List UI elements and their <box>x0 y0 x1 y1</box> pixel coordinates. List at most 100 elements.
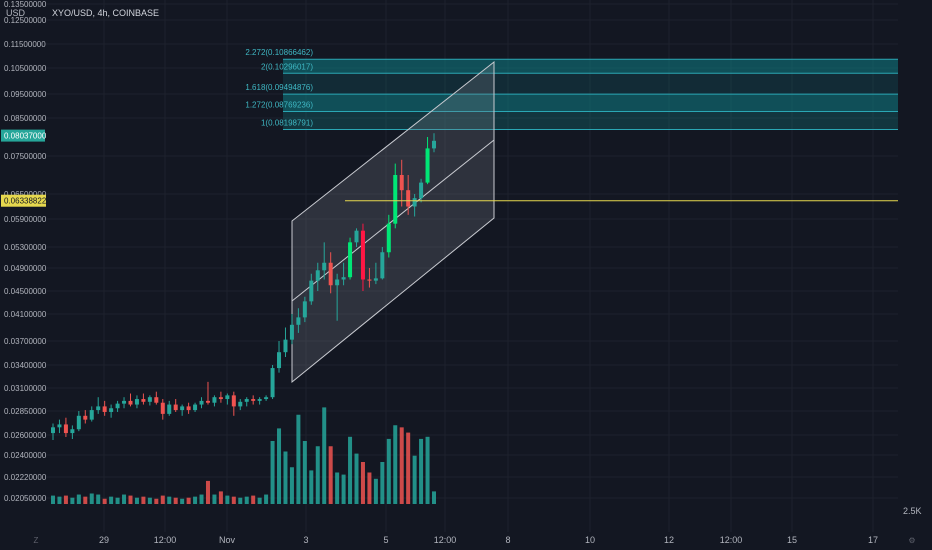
candle-body <box>328 262 333 286</box>
time-axis[interactable]: 29 12:00 Nov 3 5 12:00 8 10 12 12:00 15 17 Z ⚙ <box>34 535 916 545</box>
candle-body <box>257 399 262 401</box>
candle-body <box>341 277 346 280</box>
candle-body <box>264 397 269 400</box>
fib-level-label: 2.272(0.10866462) <box>245 48 313 57</box>
volume-bar <box>96 494 101 504</box>
candle-body <box>399 175 404 191</box>
candle-body <box>283 339 288 353</box>
volume-bar <box>147 497 152 504</box>
price-tick-label: 0.07500000 <box>4 152 47 161</box>
price-tick-label: 0.03100000 <box>4 384 47 393</box>
volume-bar <box>296 414 301 504</box>
fib-band <box>283 59 898 74</box>
volume-bar <box>289 467 294 504</box>
candle-body <box>380 252 385 279</box>
volume-bar <box>63 495 68 504</box>
volume-bar <box>354 453 359 504</box>
fib-level-label: 1.618(0.09494876) <box>245 83 313 92</box>
time-tick-label: 12:00 <box>434 535 457 545</box>
candle-body <box>115 403 120 409</box>
candle-body <box>63 424 68 434</box>
volume-bar <box>141 496 146 504</box>
candle-body <box>70 429 75 434</box>
price-tick-label: 0.09500000 <box>4 90 47 99</box>
candle-body <box>335 279 340 286</box>
hline-price-tag <box>1 194 46 207</box>
candle-body <box>302 301 307 318</box>
candle-body <box>289 324 294 340</box>
candle-body <box>406 190 411 207</box>
time-tick-label: 12:00 <box>720 535 743 545</box>
candle-body <box>205 400 210 403</box>
fib-extension[interactable]: 2.272(0.10866462) 2(0.10296017) 1.618(0.09… <box>245 48 898 130</box>
candle-body <box>225 395 230 400</box>
price-tick-label: 0.11500000 <box>4 40 46 49</box>
volume-bar <box>173 497 178 504</box>
volume-bar <box>406 432 411 504</box>
price-tick-label: 0.04500000 <box>4 287 47 296</box>
price-tick-label: 0.05300000 <box>4 243 47 252</box>
candle-body <box>50 427 56 434</box>
candle-body <box>134 399 139 405</box>
price-tick-label: 0.12500000 <box>4 16 47 25</box>
time-tick-label: Nov <box>219 535 236 545</box>
candle-body <box>315 270 320 281</box>
price-tick-label: 0.04900000 <box>4 264 47 273</box>
volume-bar <box>134 497 139 504</box>
volume-bar <box>122 494 127 504</box>
price-axis[interactable]: 0.13500000 0.12500000 0.11500000 0.10500000… <box>1 0 47 503</box>
volume-bar <box>76 494 81 504</box>
time-tick-label: 12:00 <box>154 535 177 545</box>
zoom-icon: Z <box>34 536 39 545</box>
candle-body <box>425 148 430 183</box>
volume-bar <box>264 494 269 504</box>
candle-body <box>218 397 223 400</box>
price-tick-label: 0.08500000 <box>4 114 47 123</box>
volume-bar <box>399 427 404 504</box>
volume-bar <box>50 495 56 504</box>
time-tick-label: 29 <box>99 535 109 545</box>
candle-body <box>193 404 198 411</box>
volume-bar <box>154 498 159 504</box>
price-tick-label: 0.02400000 <box>4 451 47 460</box>
chart-grid <box>46 0 898 532</box>
volume-bar <box>328 446 333 504</box>
candle-body <box>180 406 185 411</box>
volume-bar <box>419 438 424 504</box>
volume-bar <box>70 497 75 504</box>
candle-body <box>186 406 191 411</box>
candle-body <box>296 317 301 325</box>
volume-bar <box>386 438 391 504</box>
volume-bar <box>225 495 230 504</box>
volume-bar <box>360 462 365 504</box>
volume-bar <box>257 497 262 504</box>
candle-body <box>122 400 127 404</box>
volume-bar <box>160 495 165 504</box>
candle-body <box>154 397 159 403</box>
candle-body <box>83 415 88 420</box>
candle-body <box>412 198 417 207</box>
candle-body <box>419 182 424 199</box>
volume-bar <box>431 491 437 504</box>
volume-bar <box>348 436 353 504</box>
volume-bar <box>309 470 314 504</box>
volume-bar <box>167 496 172 504</box>
candle-body <box>167 404 172 414</box>
candle-body <box>173 404 178 411</box>
candle-body <box>270 368 275 398</box>
candle-body <box>231 395 236 407</box>
volume-bars <box>50 407 437 504</box>
volume-bar <box>315 446 320 504</box>
time-tick-label: 12 <box>664 535 674 545</box>
candle-body <box>277 352 282 369</box>
volume-bar <box>335 472 340 504</box>
fib-band <box>283 111 898 130</box>
time-tick-label: 5 <box>383 535 388 545</box>
settings-icon: ⚙ <box>908 536 915 545</box>
volume-bar <box>380 462 385 504</box>
fib-level-label: 1.272(0.08769236) <box>245 101 313 110</box>
volume-bar <box>373 478 378 504</box>
volume-bar <box>57 496 62 504</box>
currency-label: USD <box>6 8 26 18</box>
